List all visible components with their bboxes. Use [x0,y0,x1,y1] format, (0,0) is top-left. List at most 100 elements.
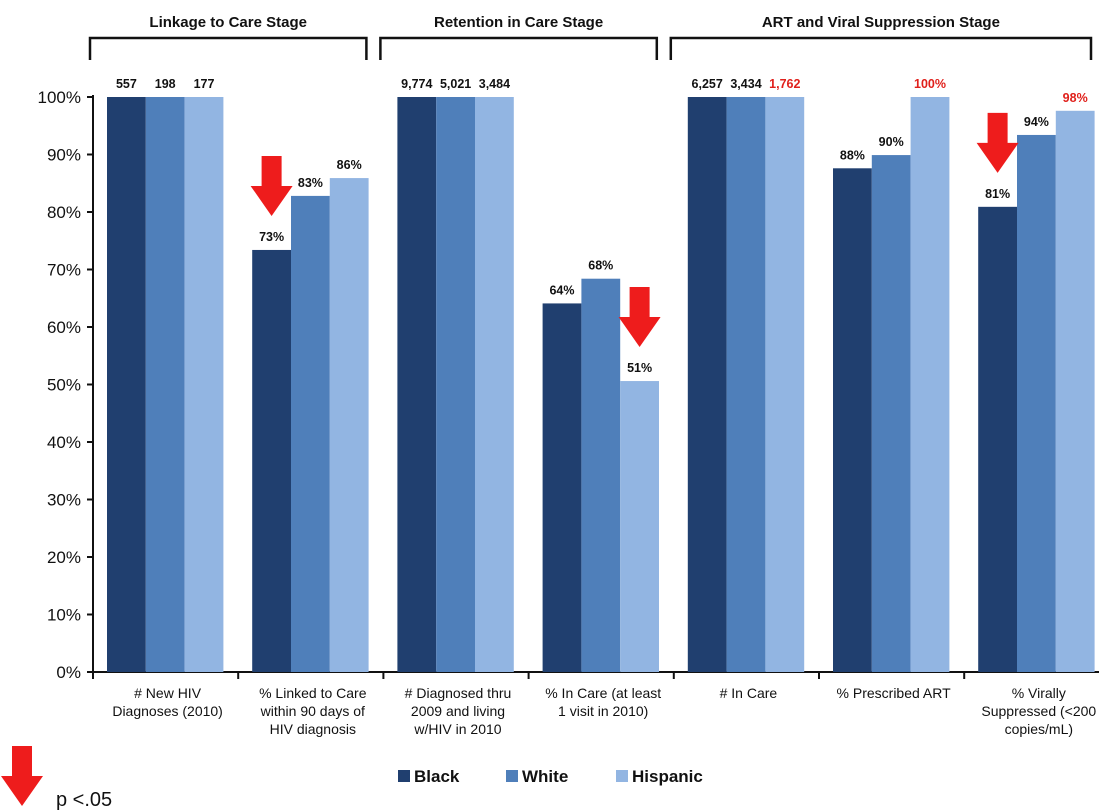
category-label-line: 2009 and living [411,703,505,719]
stage-title: ART and Viral Suppression Stage [762,14,1000,31]
legend: Black White Hispanic [398,767,703,786]
bar-black [978,206,1017,672]
category-label: % Linked to Care within 90 days of HIV dia… [259,685,367,737]
bar-hispanic [184,97,224,672]
data-label: 83% [298,176,323,190]
bar-series [107,97,1095,673]
y-tick-label: 40% [47,433,81,452]
bar-hispanic [765,97,805,672]
bar-white [871,155,911,672]
y-tick-label: 70% [47,261,81,280]
data-label: 3,484 [479,77,510,91]
category-label: # New HIV Diagnoses (2010) [112,685,223,719]
bar-hispanic [475,97,514,672]
data-label: 100% [914,77,946,91]
y-tick-label: 20% [47,548,81,567]
data-label: 51% [627,361,652,375]
category-label-line: within 90 days of [260,703,365,719]
data-label: 88% [840,148,865,162]
category-label: # In Care [720,685,778,701]
bar-black [252,249,291,672]
bar-white [726,97,766,672]
stage-bracket [88,36,368,60]
stage-bracket [379,36,659,60]
bar-black [833,168,872,673]
legend-swatch-black [398,770,410,782]
category-label: % In Care (at least 1 visit in 2010) [545,685,661,719]
legend-label-black: Black [414,767,460,786]
legend-label-hispanic: Hispanic [632,767,703,786]
bar-black [542,303,582,672]
category-label: % Virally Suppressed (<200 copies/mL) [981,685,1096,737]
category-label-line: Diagnoses (2010) [112,703,223,719]
y-tick-label: 0% [56,663,81,682]
data-label: 9,774 [401,77,432,91]
data-label: 98% [1063,91,1088,105]
data-label: 73% [259,230,284,244]
x-axis-labels: # New HIV Diagnoses (2010) % Linked to Car… [112,685,1096,737]
bar-white [1017,134,1056,672]
data-label: 5,021 [440,77,471,91]
bar-white [436,97,475,672]
bar-white [291,195,330,672]
data-label: 557 [116,77,137,91]
data-label: 177 [194,77,215,91]
category-label-line: % In Care (at least [545,685,661,701]
y-tick-label: 50% [47,376,81,395]
category-label-line: # Diagnosed thru [405,685,512,701]
bar-hispanic [329,178,369,672]
data-label: 64% [549,283,574,297]
data-labels: 557 73% 9,774 64% 6,257 88% 81% 198 83% 5,021 68% 3… [116,77,1088,375]
category-label-line: % Virally [1012,685,1066,701]
bar-hispanic [1055,110,1095,673]
significance-arrow-icon [976,112,1019,173]
significance-arrow-icon [250,155,293,216]
data-label: 94% [1024,115,1049,129]
bar-black [107,97,146,672]
significance-note: p <.05 [56,789,112,810]
bar-hispanic [910,97,950,672]
category-label-line: HIV diagnosis [270,721,356,737]
y-tick-label: 90% [47,146,81,165]
significance-arrow-icon [618,287,661,348]
data-label: 198 [155,77,176,91]
data-label: 86% [337,158,362,172]
category-label-line: # In Care [720,685,778,701]
data-label: 3,434 [730,77,761,91]
data-label: 81% [985,187,1010,201]
y-tick-label: 10% [47,606,81,625]
category-label-line: Suppressed (<200 [981,703,1096,719]
y-tick-label: 80% [47,203,81,222]
category-label-line: % Linked to Care [259,685,367,701]
bar-black [687,97,727,672]
note-arrow-icon [1,746,43,806]
data-label: 68% [588,259,613,273]
bar-hispanic [620,381,659,672]
legend-swatch-white [506,770,518,782]
note-text: p <.05 [56,789,112,810]
legend-swatch-hispanic [616,770,628,782]
category-label: % Prescribed ART [837,685,952,701]
stage-brackets: Linkage to Care Stage Retention in Care S… [88,14,1093,60]
category-label-line: copies/mL) [1005,721,1073,737]
stage-bracket [669,36,1093,60]
category-label-line: 1 visit in 2010) [558,703,648,719]
y-tick-label: 100% [38,88,81,107]
data-label: 6,257 [692,77,723,91]
stage-title: Retention in Care Stage [434,14,603,31]
bar-black [397,97,437,672]
category-label-line: % Prescribed ART [837,685,952,701]
y-tick-label: 60% [47,318,81,337]
y-tick-label: 30% [47,491,81,510]
data-label: 90% [879,135,904,149]
category-label-line: # New HIV [134,685,202,701]
category-label-line: w/HIV in 2010 [413,721,501,737]
data-label: 1,762 [769,77,800,91]
significance-arrows [1,112,1019,806]
bar-white [581,278,621,672]
category-label: # Diagnosed thru 2009 and living w/HIV in … [405,685,512,737]
stage-title: Linkage to Care Stage [149,14,307,31]
legend-label-white: White [522,767,568,786]
bar-white [145,97,185,672]
